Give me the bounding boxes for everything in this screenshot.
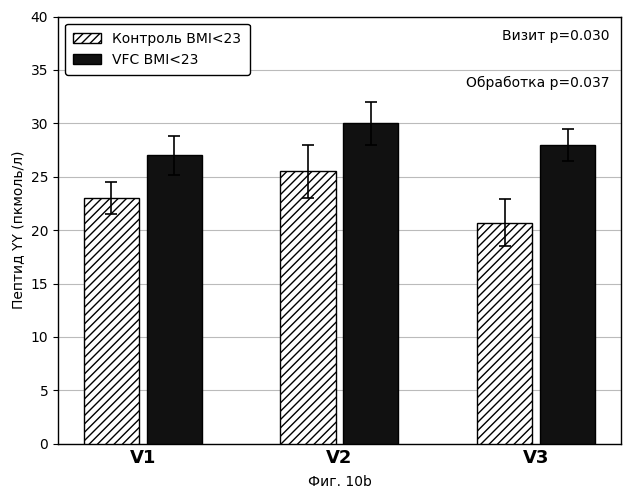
Text: Визит p=0.030: Визит p=0.030 <box>502 30 610 44</box>
Bar <box>343 124 399 444</box>
Bar <box>281 172 336 444</box>
Bar <box>540 144 595 444</box>
X-axis label: Фиг. 10b: Фиг. 10b <box>308 475 372 489</box>
Legend: Контроль BMI<23, VFC BMI<23: Контроль BMI<23, VFC BMI<23 <box>65 24 250 75</box>
Bar <box>147 156 202 444</box>
Y-axis label: Пептид YY (пкмоль/л): Пептид YY (пкмоль/л) <box>11 151 25 310</box>
Bar <box>477 222 532 444</box>
Text: Обработка p=0.037: Обработка p=0.037 <box>466 76 610 90</box>
Bar <box>83 198 138 444</box>
